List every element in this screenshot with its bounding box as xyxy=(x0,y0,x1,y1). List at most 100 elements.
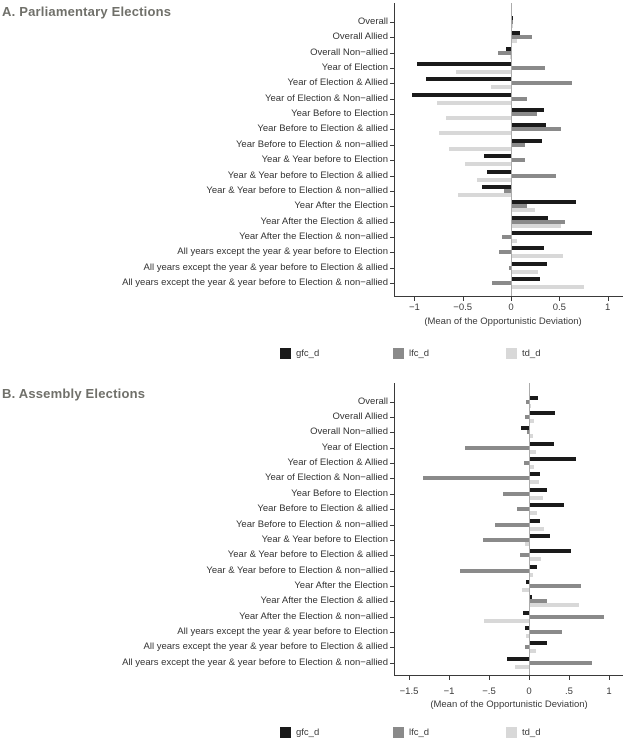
bar-gfc_d xyxy=(512,138,542,143)
bar-lfc_d xyxy=(524,461,529,466)
bar-gfc_d xyxy=(512,16,513,20)
y-tick xyxy=(390,540,394,541)
y-tick xyxy=(390,37,394,38)
y-tick xyxy=(390,268,394,269)
legend-swatch-td_d xyxy=(506,727,517,738)
category-label: Year of Election xyxy=(321,441,388,453)
bar-gfc_d xyxy=(512,123,546,128)
category-label: Year of Election & Allied xyxy=(287,457,388,469)
legend-label-gfc_d: gfc_d xyxy=(296,727,320,738)
bar-lfc_d xyxy=(517,507,529,512)
legend-label-lfc_d: lfc_d xyxy=(409,348,430,359)
y-tick xyxy=(390,509,394,510)
bar-lfc_d xyxy=(512,158,525,163)
legend-swatch-td_d xyxy=(506,348,517,359)
y-tick xyxy=(390,525,394,526)
bar-td_d xyxy=(512,238,517,243)
y-tick xyxy=(390,222,394,223)
bar-td_d xyxy=(530,572,534,577)
bar-lfc_d xyxy=(530,629,562,634)
bar-td_d xyxy=(510,54,511,59)
y-tick xyxy=(390,22,394,23)
x-tick xyxy=(607,297,609,301)
y-tick xyxy=(390,571,394,572)
bar-td_d xyxy=(530,511,538,516)
bar-lfc_d xyxy=(530,660,593,665)
bar-td_d xyxy=(436,100,511,105)
bar-lfc_d xyxy=(509,265,511,270)
category-label: Year After the Election & non−allied xyxy=(239,610,388,622)
y-tick xyxy=(390,586,394,587)
panel-a-x-axis-label: (Mean of the Opportunistic Deviation) xyxy=(424,316,582,327)
bar-lfc_d xyxy=(512,219,566,224)
bar-lfc_d xyxy=(460,568,529,573)
bar-gfc_d xyxy=(530,487,547,492)
bar-gfc_d xyxy=(530,395,538,400)
x-tick-label: 0 xyxy=(526,686,532,697)
legend-label-lfc_d: lfc_d xyxy=(409,727,430,738)
x-tick-label: −1 xyxy=(443,686,455,697)
y-tick xyxy=(390,463,394,464)
y-tick xyxy=(390,176,394,177)
bar-td_d xyxy=(512,39,517,44)
bar-lfc_d xyxy=(512,35,533,40)
category-label: Overall Non−allied xyxy=(310,426,388,438)
bar-td_d xyxy=(512,284,585,289)
category-label: Year & Year before to Election & non−all… xyxy=(206,564,388,576)
category-label: Overall Allied xyxy=(332,31,388,43)
legend-label-td_d: td_d xyxy=(522,727,541,738)
y-tick xyxy=(390,68,394,69)
category-label: All years except the year & year before … xyxy=(143,641,389,653)
panel-1-y-axis-line xyxy=(394,383,395,675)
y-tick xyxy=(390,83,394,84)
bar-gfc_d xyxy=(417,62,511,67)
bar-td_d xyxy=(530,449,536,454)
category-label: Overall xyxy=(357,395,388,407)
bar-lfc_d xyxy=(498,50,511,55)
bar-lfc_d xyxy=(512,112,538,117)
bar-lfc_d xyxy=(512,81,572,86)
x-tick xyxy=(449,676,450,680)
y-tick xyxy=(390,114,394,115)
bar-gfc_d xyxy=(412,92,511,97)
bar-lfc_d xyxy=(504,188,511,193)
category-label: Year & Year before to Election & allied xyxy=(227,549,388,561)
bar-gfc_d xyxy=(425,77,511,82)
y-tick xyxy=(390,432,394,433)
y-tick xyxy=(390,145,394,146)
bar-gfc_d xyxy=(525,579,529,584)
bar-lfc_d xyxy=(512,142,525,147)
bar-gfc_d xyxy=(512,246,544,251)
bar-lfc_d xyxy=(502,491,529,496)
bar-gfc_d xyxy=(523,610,529,615)
bar-lfc_d xyxy=(423,476,529,481)
bar-gfc_d xyxy=(530,549,571,554)
bar-gfc_d xyxy=(530,518,540,523)
bar-td_d xyxy=(464,162,511,167)
y-tick xyxy=(390,663,394,664)
category-label: Year & Year before to Election & allied xyxy=(227,169,388,181)
bar-td_d xyxy=(457,192,511,197)
bar-td_d xyxy=(512,269,539,274)
bar-td_d xyxy=(530,649,537,654)
bar-gfc_d xyxy=(521,426,529,431)
panel-b-x-axis-label: (Mean of the Opportunistic Deviation) xyxy=(430,699,588,710)
bar-lfc_d xyxy=(512,66,545,71)
y-tick xyxy=(390,555,394,556)
bar-gfc_d xyxy=(530,411,555,416)
x-tick-label: .5 xyxy=(565,686,573,697)
bar-td_d xyxy=(512,24,513,28)
bar-lfc_d xyxy=(520,553,529,558)
bar-gfc_d xyxy=(530,595,532,600)
bar-td_d xyxy=(515,664,529,669)
bar-td_d xyxy=(512,223,562,228)
bar-lfc_d xyxy=(502,234,511,239)
bar-lfc_d xyxy=(512,204,528,209)
bar-lfc_d xyxy=(512,96,528,101)
category-label: All years except the year & year before … xyxy=(177,246,388,258)
bar-gfc_d xyxy=(530,441,554,446)
bar-gfc_d xyxy=(483,154,511,159)
category-label: Overall xyxy=(357,16,388,27)
y-tick xyxy=(390,402,394,403)
